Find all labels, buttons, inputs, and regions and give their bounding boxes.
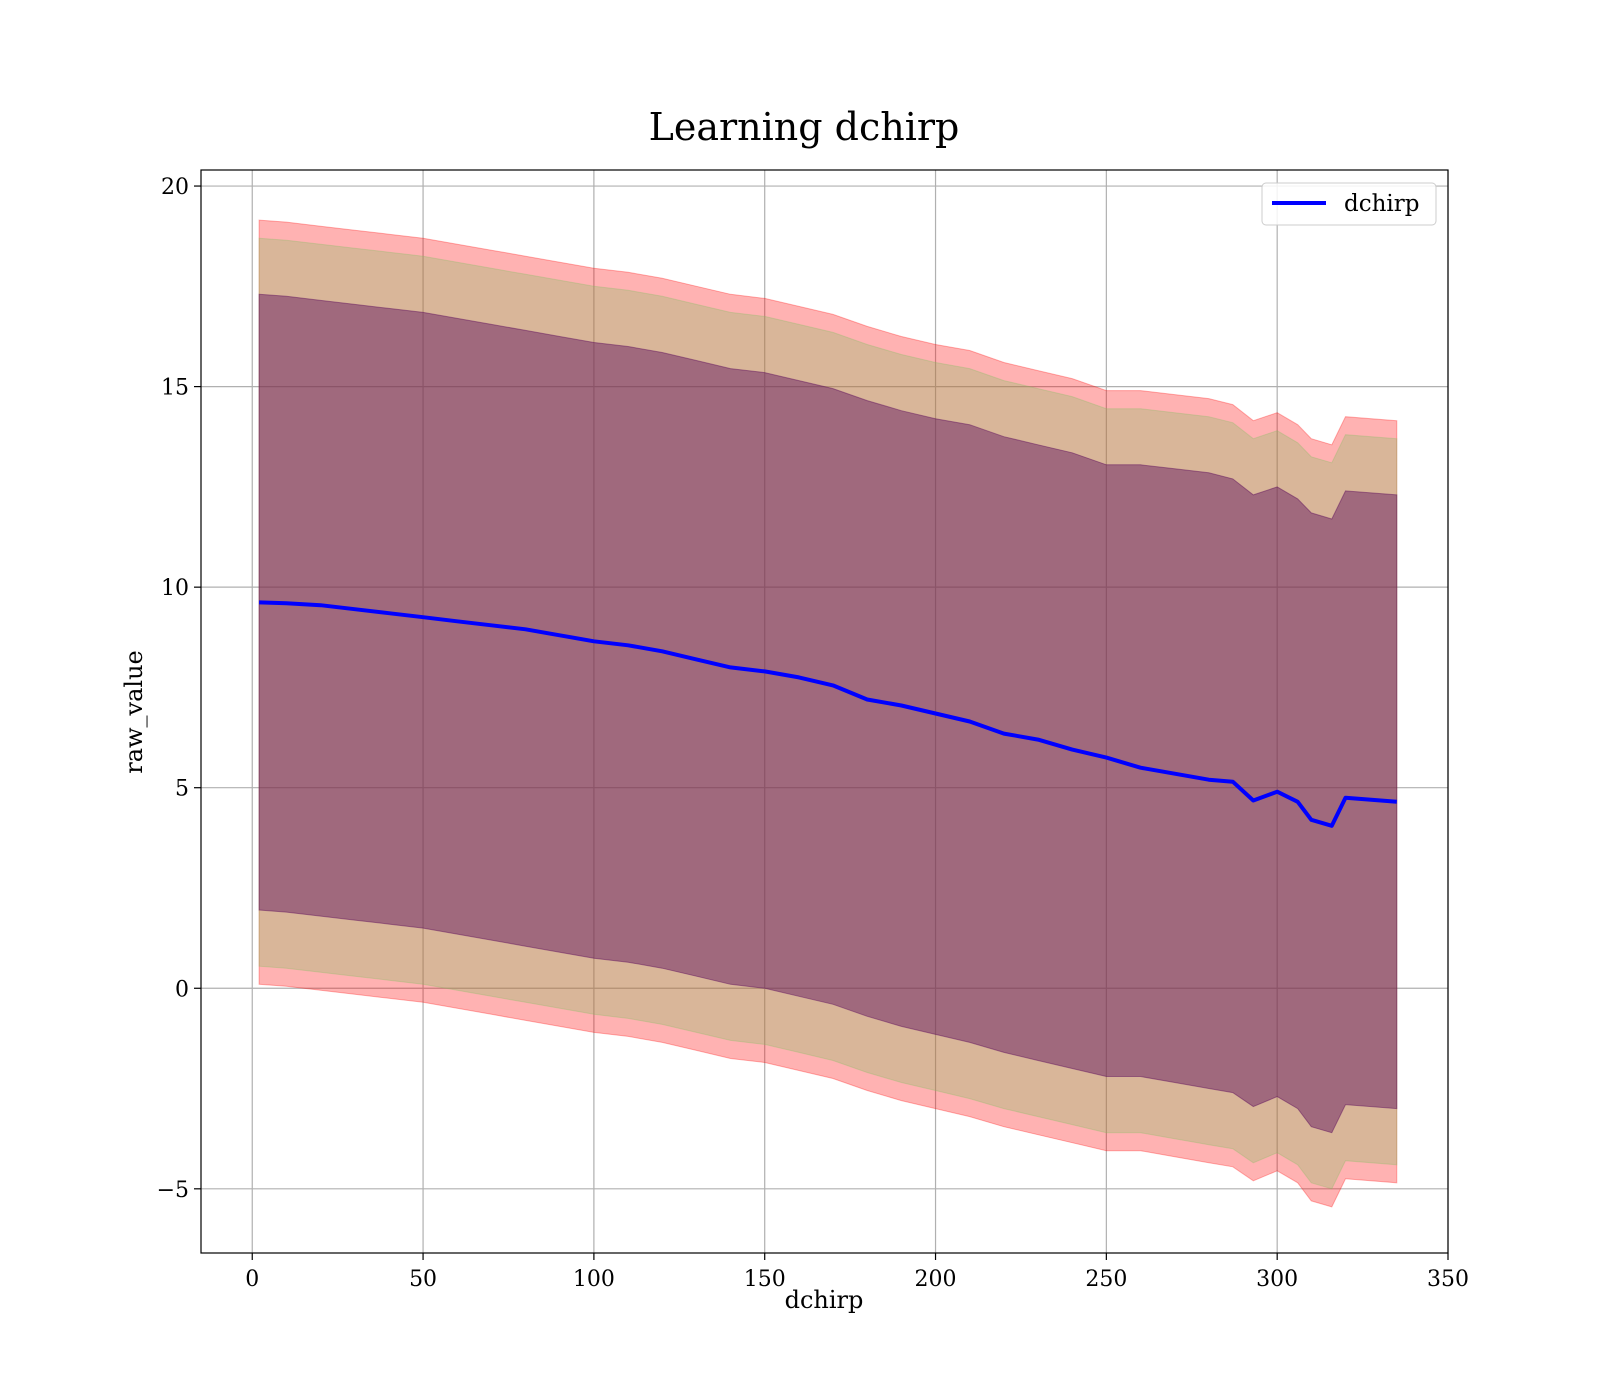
series-lines (259, 600, 1397, 828)
y-tick-label-1: 0 (175, 977, 189, 1002)
y-tick-label-3: 10 (161, 576, 189, 601)
x-tick-label-5: 250 (1085, 1267, 1127, 1292)
legend: dchirp (1261, 182, 1437, 226)
chart-title: Learning dchirp (649, 105, 960, 149)
legend-label-dchirp: dchirp (1344, 191, 1420, 217)
x-axis-label: dchirp (785, 1286, 864, 1314)
x-tick-label-0: 0 (245, 1267, 259, 1292)
series-line-0 (259, 600, 1397, 828)
plot-frame (200, 169, 1449, 1254)
y-axis-ticks: −5 0 5 10 15 20 (157, 175, 201, 1203)
x-tick-label-3: 150 (744, 1267, 786, 1292)
x-tick-label-1: 50 (409, 1267, 437, 1292)
x-tick-label-7: 350 (1427, 1267, 1469, 1292)
band-2 (258, 293, 1398, 1134)
x-tick-label-6: 300 (1256, 1267, 1298, 1292)
y-tick-label-4: 15 (161, 376, 189, 401)
x-tick-label-2: 100 (573, 1267, 615, 1292)
legend-box (1261, 182, 1437, 226)
y-tick-label-0: −5 (157, 1178, 189, 1203)
band-0 (258, 219, 1398, 1208)
confidence-bands (258, 219, 1398, 1208)
band-1 (258, 237, 1398, 1190)
y-axis-label: raw_value (120, 650, 148, 774)
x-axis-ticks: 0 50 100 150 200 250 300 350 (245, 1253, 1469, 1292)
x-tick-label-4: 200 (915, 1267, 957, 1292)
y-tick-label-2: 5 (175, 777, 189, 802)
y-tick-label-5: 20 (161, 175, 189, 200)
